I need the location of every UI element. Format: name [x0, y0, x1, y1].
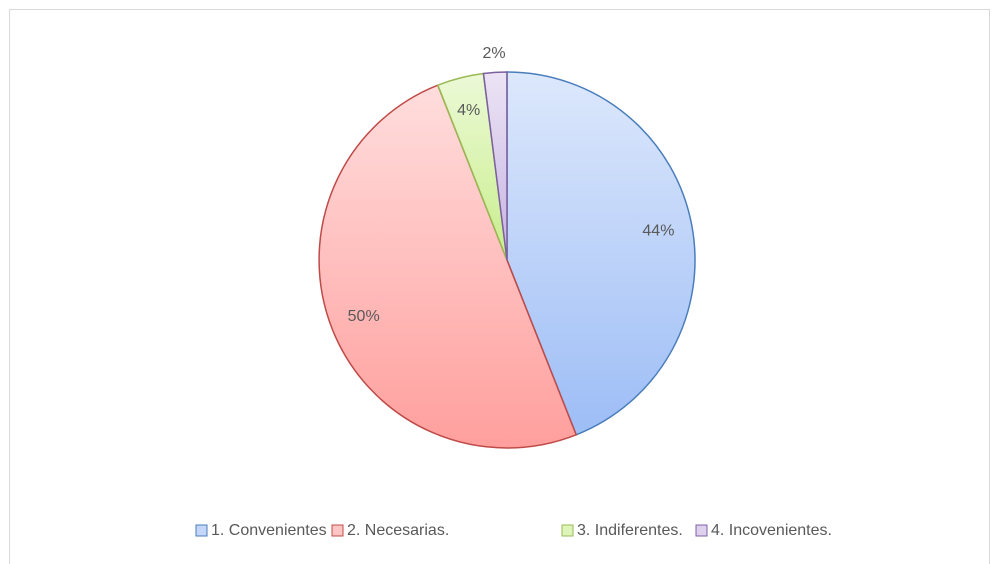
legend-label: 3. Indiferentes.	[577, 522, 683, 539]
legend-label: 2. Necesarias.	[347, 522, 449, 539]
pie-slice	[482, 71, 508, 261]
pie-slice	[318, 84, 578, 449]
legend-swatch	[695, 524, 708, 537]
pie-slice	[506, 71, 696, 436]
data-label: 2%	[482, 45, 505, 62]
data-label: 44%	[642, 222, 674, 239]
legend-swatch	[561, 524, 574, 537]
data-label: 4%	[457, 102, 480, 119]
data-label: 50%	[348, 308, 380, 325]
legend-label: 1. Convenientes	[211, 522, 327, 539]
legend-swatch	[331, 524, 344, 537]
legend-label: 4. Incovenientes.	[711, 522, 832, 539]
legend-swatch	[195, 524, 208, 537]
